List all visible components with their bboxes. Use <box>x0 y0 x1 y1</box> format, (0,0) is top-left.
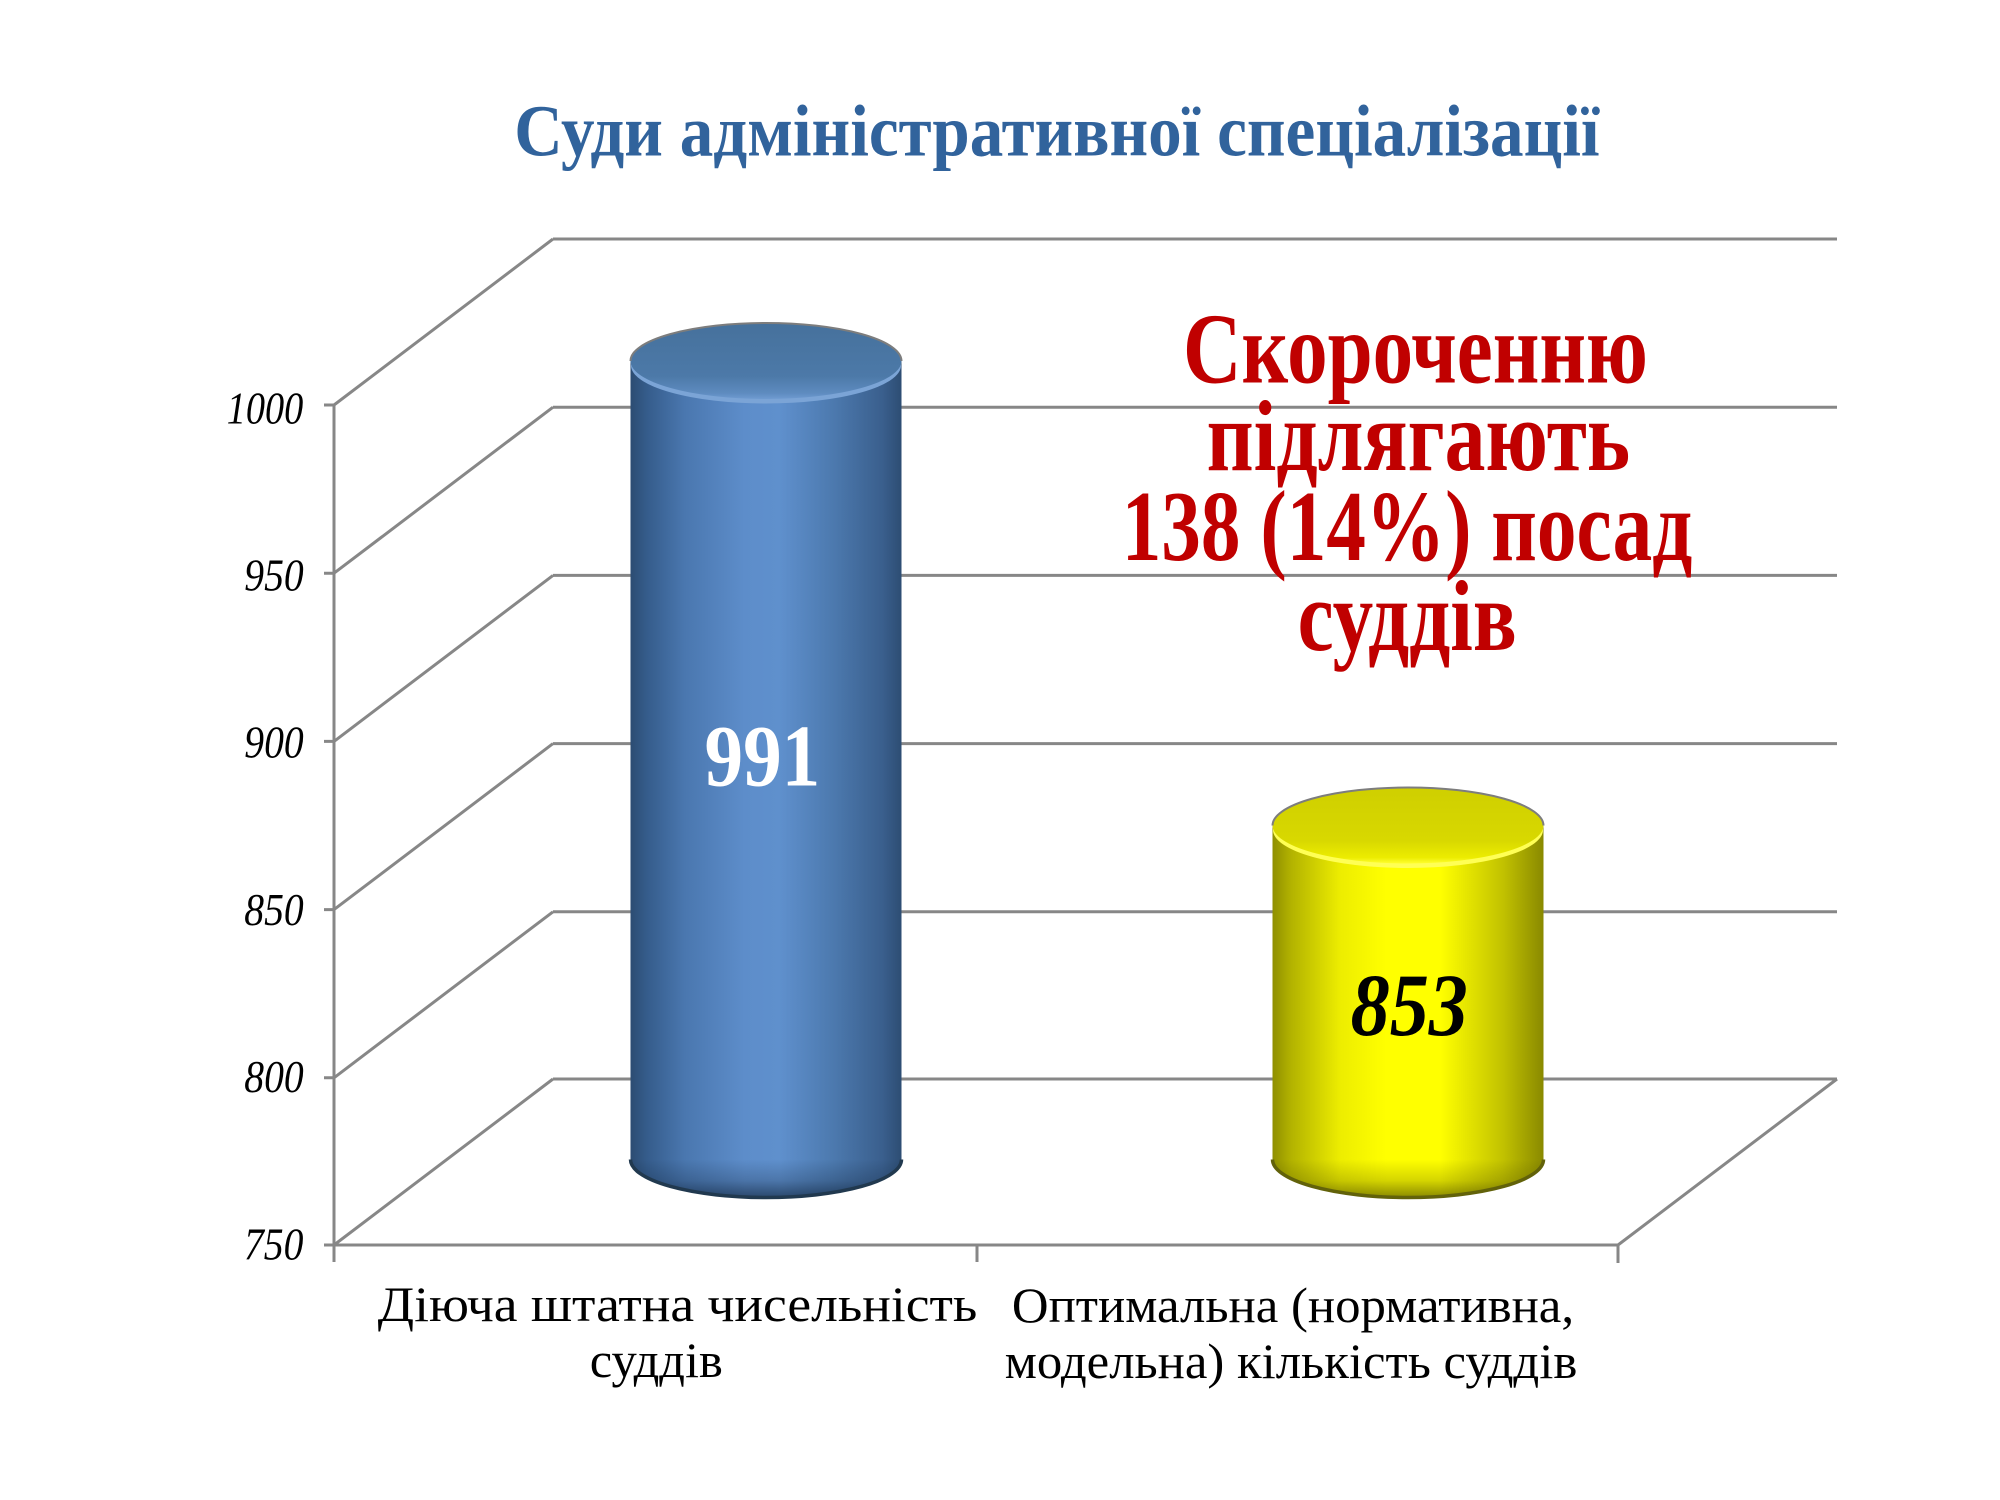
svg-text:1000: 1000 <box>227 385 304 435</box>
svg-text:853: 853 <box>1351 957 1468 1056</box>
svg-text:Оптимальна (нормативна,: Оптимальна (нормативна, <box>1012 1277 1574 1333</box>
svg-text:800: 800 <box>244 1053 303 1103</box>
svg-text:суддів: суддів <box>1298 560 1517 672</box>
svg-text:950: 950 <box>244 551 303 601</box>
svg-text:991: 991 <box>705 707 821 805</box>
svg-text:Скороченню: Скороченню <box>1183 292 1648 405</box>
svg-text:900: 900 <box>244 718 303 768</box>
svg-text:суддів: суддів <box>590 1332 723 1388</box>
svg-text:850: 850 <box>244 886 303 936</box>
svg-text:Діюча штатна чисельність: Діюча штатна чисельність <box>378 1278 978 1333</box>
svg-text:138 (14%) посад: 138 (14%) посад <box>1122 470 1693 582</box>
svg-text:модельна) кількість суддів: модельна) кількість суддів <box>1005 1333 1578 1389</box>
svg-text:750: 750 <box>244 1220 303 1270</box>
svg-text:підлягають: підлягають <box>1207 380 1630 492</box>
svg-text:Суди адміністративної спеціалі: Суди адміністративної спеціалізації <box>514 92 1600 172</box>
